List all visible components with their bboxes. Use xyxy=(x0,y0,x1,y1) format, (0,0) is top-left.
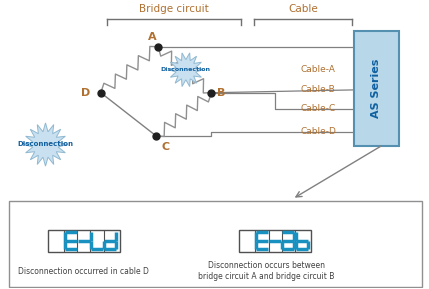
Text: Cable-D: Cable-D xyxy=(301,127,337,136)
Polygon shape xyxy=(24,123,67,166)
Text: Disconnection occurs between
bridge circuit A and bridge circuit B: Disconnection occurs between bridge circ… xyxy=(199,261,335,281)
Text: Cable-B: Cable-B xyxy=(301,85,335,94)
Text: Disconnection: Disconnection xyxy=(161,67,211,72)
Text: B: B xyxy=(217,88,225,98)
FancyBboxPatch shape xyxy=(239,230,311,252)
Text: Cable-A: Cable-A xyxy=(301,65,335,74)
FancyBboxPatch shape xyxy=(9,201,422,287)
FancyBboxPatch shape xyxy=(354,31,399,146)
FancyBboxPatch shape xyxy=(48,230,120,252)
Text: Cable: Cable xyxy=(288,4,318,14)
Text: AS Series: AS Series xyxy=(371,59,381,118)
Text: C: C xyxy=(161,142,169,152)
Text: Disconnection occurred in cable D: Disconnection occurred in cable D xyxy=(18,266,149,275)
Text: Bridge circuit: Bridge circuit xyxy=(139,4,209,14)
Text: Cable-C: Cable-C xyxy=(301,104,336,113)
Polygon shape xyxy=(169,53,203,86)
Text: A: A xyxy=(148,32,156,42)
Text: D: D xyxy=(81,88,91,98)
Text: Disconnection: Disconnection xyxy=(18,142,73,147)
